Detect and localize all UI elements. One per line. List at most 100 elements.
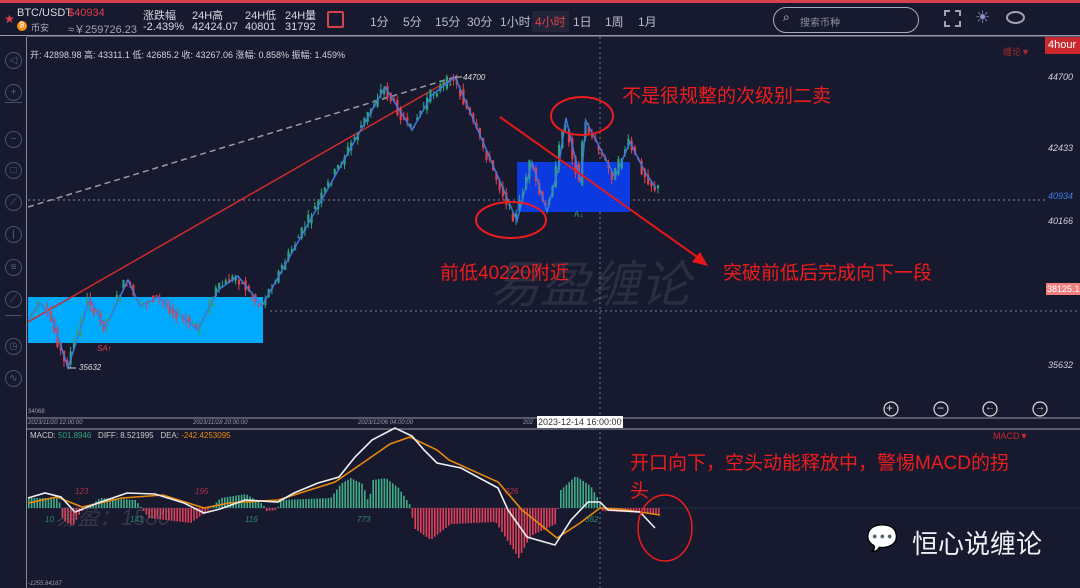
macd-bar: [274, 508, 276, 511]
fullscreen-icon[interactable]: [944, 10, 961, 27]
macd-bar: [420, 508, 422, 533]
macd-area-label: 116: [245, 515, 258, 524]
macd-bar: [394, 485, 397, 508]
clock-tool-icon[interactable]: ◷: [5, 338, 22, 355]
macd-bar: [532, 508, 534, 536]
macd-bar: [162, 508, 164, 520]
zoom-in-icon[interactable]: [883, 401, 899, 417]
eye-icon[interactable]: [1006, 11, 1025, 24]
macd-bar: [554, 508, 556, 525]
indicator-menu[interactable]: 缠论▼: [1003, 47, 1030, 57]
macd-bar: [210, 508, 212, 509]
macd-bar: [599, 503, 601, 508]
vertical-line-tool-icon[interactable]: |: [5, 226, 22, 243]
ruler-tool-icon[interactable]: ⟋: [5, 291, 22, 308]
macd-bar: [529, 508, 531, 538]
macd-bar: [574, 476, 576, 508]
crosshair-tool-icon[interactable]: +: [5, 84, 22, 101]
macd-menu[interactable]: MACD▼: [993, 431, 1029, 441]
candle: [214, 287, 217, 297]
macd-area-label: 141: [130, 515, 144, 524]
timeframe-30m[interactable]: 30分: [467, 15, 493, 29]
timeframe-1w[interactable]: 1周: [605, 15, 624, 29]
timeframe-5m[interactable]: 5分: [403, 15, 422, 29]
arrow-left-glyph[interactable]: ←: [985, 402, 995, 413]
macd-min-label: -1255.84167: [28, 581, 62, 587]
period-badge: 4hour: [1045, 37, 1080, 54]
search-input[interactable]: 搜索币种: [773, 7, 919, 33]
candle: [261, 302, 264, 306]
macd-bar: [658, 508, 660, 514]
macd-bar: [204, 508, 206, 513]
timeframe-1d[interactable]: 1日: [573, 15, 592, 29]
wave-tool-icon[interactable]: ∿: [5, 370, 22, 387]
candle: [168, 305, 171, 314]
macd-area-label: 773: [357, 515, 371, 524]
timeframe-1h[interactable]: 1小时: [500, 15, 531, 29]
macd-bar: [383, 478, 386, 508]
candle: [416, 117, 419, 121]
candle: [587, 127, 590, 134]
macd-bar: [375, 479, 377, 508]
macd-bar: [540, 508, 542, 532]
zoom-out-glyph[interactable]: −: [937, 401, 945, 415]
candle: [495, 171, 498, 180]
trend-line-tool-icon[interactable]: ⟋: [5, 194, 22, 211]
candle: [353, 137, 356, 140]
candle: [343, 156, 346, 165]
scroll-left-icon[interactable]: [982, 401, 998, 417]
stat-label: 涨跌幅: [143, 10, 176, 22]
macd-area-label: 10: [45, 515, 54, 524]
time-label: 2023/11/20 12:00:00: [28, 420, 83, 426]
macd-bar: [291, 499, 293, 508]
macd-bar: [369, 493, 372, 508]
zoom-in-glyph[interactable]: +: [886, 401, 894, 415]
timeframe-4h[interactable]: 4小时: [532, 11, 569, 32]
arrowhead-icon: [692, 252, 708, 266]
favorite-star-icon[interactable]: ★: [4, 12, 15, 26]
highlight-circle-prev-low: [475, 201, 547, 239]
macd-bar: [462, 508, 464, 524]
candle: [653, 186, 656, 191]
time-label: 2023/11/28 20:00:00: [193, 420, 248, 426]
draw-rectangle-button[interactable]: [327, 11, 344, 28]
candle: [393, 98, 396, 101]
parallel-channel-tool-icon[interactable]: ≡: [5, 259, 22, 276]
symbol-name: BTC/USDT: [17, 7, 72, 19]
macd-bar: [330, 497, 332, 508]
macd-bar: [366, 499, 369, 508]
macd-bar: [190, 508, 192, 523]
stat-value: 42424.07: [192, 21, 238, 33]
candle: [165, 304, 168, 306]
horizontal-line-tool-icon[interactable]: −: [5, 131, 22, 148]
ohlc-readout: 开: 42898.98 高: 43311.1 低: 42685.2 收: 432…: [30, 50, 346, 60]
macd-bar: [453, 508, 456, 524]
timeframe-1mo[interactable]: 1月: [638, 15, 657, 29]
candle: [620, 158, 623, 169]
candle: [617, 158, 620, 175]
macd-bar: [646, 508, 649, 514]
zoom-out-icon[interactable]: [933, 401, 949, 417]
bitcoin-icon: ₿: [17, 21, 27, 31]
rectangle-tool-icon[interactable]: □: [5, 162, 22, 179]
timeframe-1m[interactable]: 1分: [370, 15, 389, 29]
macd-bar: [196, 508, 198, 519]
candle: [657, 185, 660, 189]
macd-bar: [579, 479, 582, 508]
macd-bar: [361, 483, 363, 508]
macd-bar: [464, 508, 467, 524]
arrow-right-glyph[interactable]: →: [1035, 402, 1045, 413]
macd-bar: [61, 508, 64, 518]
theme-sun-icon[interactable]: ☀: [975, 8, 991, 27]
macd-bar: [243, 494, 246, 508]
cursor-tool-icon[interactable]: ◁: [5, 52, 22, 69]
timeframe-15m[interactable]: 15分: [435, 15, 461, 29]
macd-bar: [67, 508, 69, 524]
scroll-right-icon[interactable]: [1032, 401, 1048, 417]
candle: [505, 192, 508, 206]
macd-bar: [523, 508, 526, 548]
annotation-macd-1: 开口向下，空头动能释放中，警惕MACD的拐: [630, 453, 1009, 474]
macd-name: MACD:: [30, 431, 58, 440]
macd-bar: [114, 498, 117, 508]
